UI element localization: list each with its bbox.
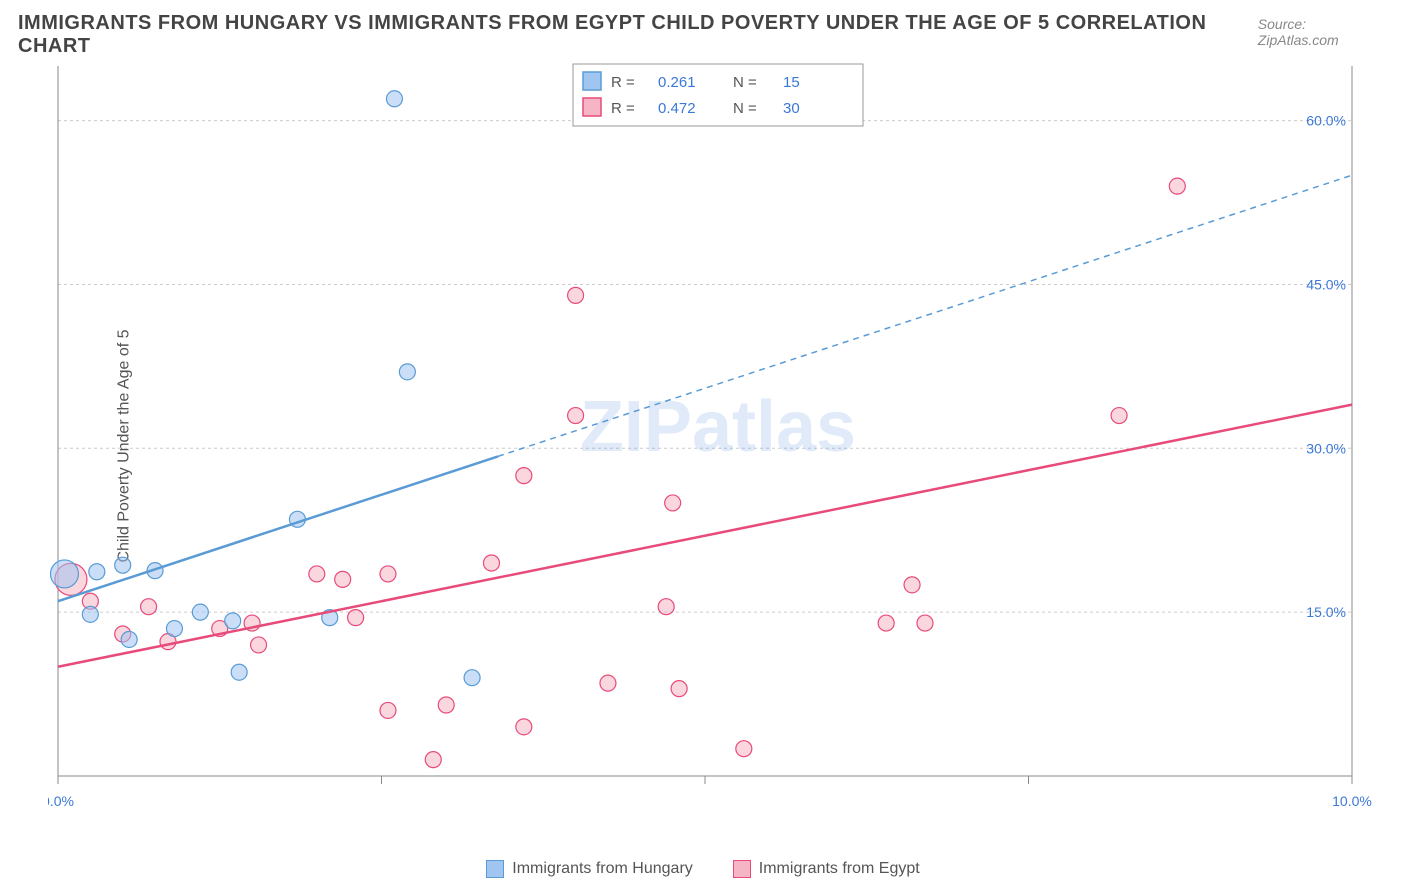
- svg-text:0.0%: 0.0%: [48, 793, 74, 809]
- svg-text:10.0%: 10.0%: [1332, 793, 1372, 809]
- svg-text:30.0%: 30.0%: [1306, 440, 1346, 456]
- svg-text:N =: N =: [733, 100, 757, 117]
- bottom-legend: Immigrants from Hungary Immigrants from …: [0, 860, 1406, 878]
- source-label: Source: ZipAtlas.com: [1258, 16, 1388, 48]
- legend-label-hungary: Immigrants from Hungary: [512, 860, 693, 878]
- svg-text:30: 30: [783, 100, 800, 117]
- svg-text:R =: R =: [611, 100, 635, 117]
- svg-text:45.0%: 45.0%: [1306, 276, 1346, 292]
- chart-svg: 15.0% 30.0% 45.0% 60.0% 0.0% 10.0% ZIPatlas R =…: [48, 56, 1388, 826]
- legend-swatch-hungary: [486, 860, 504, 878]
- svg-text:60.0%: 60.0%: [1306, 113, 1346, 129]
- svg-text:N =: N =: [733, 74, 757, 91]
- svg-text:R =: R =: [611, 74, 635, 91]
- svg-text:0.472: 0.472: [658, 100, 696, 117]
- page-title: IMMIGRANTS FROM HUNGARY VS IMMIGRANTS FR…: [18, 12, 1258, 58]
- svg-text:15: 15: [783, 74, 800, 91]
- legend-swatch-egypt: [733, 860, 751, 878]
- svg-text:15.0%: 15.0%: [1306, 604, 1346, 620]
- header: IMMIGRANTS FROM HUNGARY VS IMMIGRANTS FR…: [18, 12, 1388, 58]
- legend-label-egypt: Immigrants from Egypt: [759, 860, 920, 878]
- legend-item-hungary: Immigrants from Hungary: [486, 860, 693, 878]
- svg-text:0.261: 0.261: [658, 74, 696, 91]
- scatter-chart: 15.0% 30.0% 45.0% 60.0% 0.0% 10.0% ZIPatlas R =…: [48, 56, 1388, 826]
- svg-text:ZIPatlas: ZIPatlas: [580, 387, 856, 467]
- legend-item-egypt: Immigrants from Egypt: [733, 860, 920, 878]
